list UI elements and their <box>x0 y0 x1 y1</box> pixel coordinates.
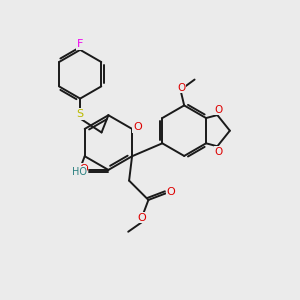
Text: O: O <box>133 122 142 132</box>
Text: O: O <box>177 82 185 93</box>
Text: O: O <box>215 105 223 115</box>
Text: O: O <box>137 213 146 223</box>
Text: O: O <box>215 147 223 157</box>
Text: O: O <box>167 187 176 197</box>
Text: O: O <box>79 164 88 174</box>
Text: F: F <box>77 40 83 50</box>
Text: HO: HO <box>72 167 87 177</box>
Text: S: S <box>76 109 84 119</box>
